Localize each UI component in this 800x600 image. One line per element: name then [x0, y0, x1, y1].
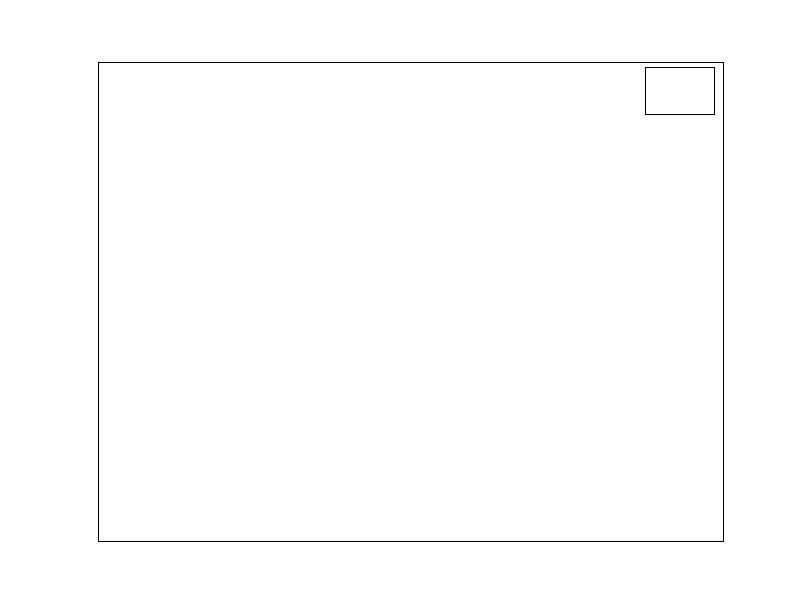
legend: [645, 67, 715, 115]
plot-area: [98, 62, 724, 542]
